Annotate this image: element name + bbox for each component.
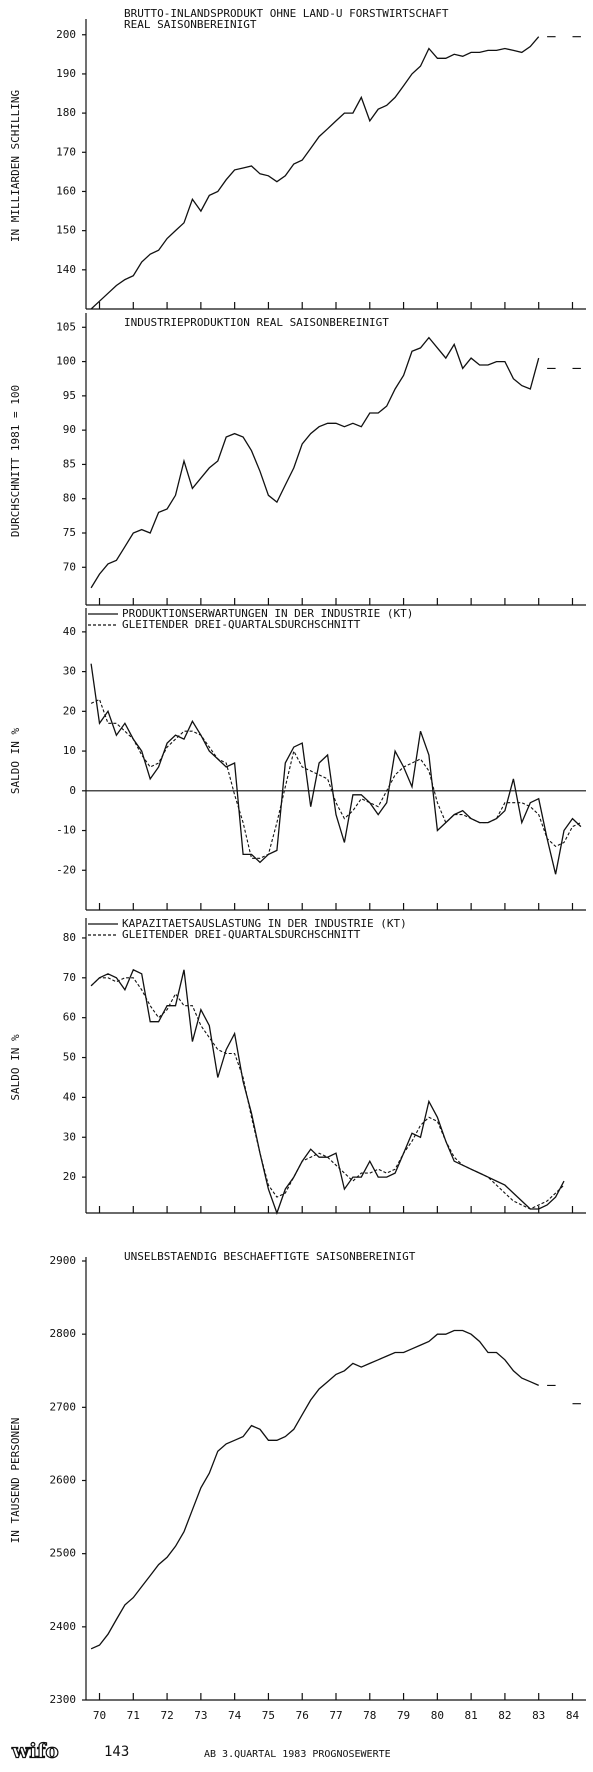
y-tick-label: 140 <box>56 263 76 276</box>
page-number: 143 <box>104 1744 129 1760</box>
y-tick-label: 2500 <box>50 1547 77 1560</box>
y-tick-label: 2300 <box>50 1693 77 1706</box>
x-tick-label: 84 <box>566 1709 580 1722</box>
x-tick-label: 79 <box>397 1709 410 1722</box>
x-tick-label: 78 <box>363 1709 376 1722</box>
y-tick-label: 2900 <box>50 1254 77 1267</box>
y-tick-label: 80 <box>63 931 76 944</box>
y-tick-label: 30 <box>63 1130 76 1143</box>
x-tick-label: 80 <box>431 1709 444 1722</box>
y-tick-label: 40 <box>63 1090 76 1103</box>
series-line <box>90 698 582 859</box>
x-tick-label: 70 <box>93 1709 106 1722</box>
x-tick-label: 77 <box>329 1709 342 1722</box>
y-tick-label: 75 <box>63 526 76 539</box>
series-line <box>90 336 540 589</box>
y-tick-label: -20 <box>56 863 76 876</box>
y-tick-label: 180 <box>56 106 76 119</box>
series-line <box>90 663 582 875</box>
x-tick-label: 81 <box>465 1709 478 1722</box>
y-tick-label: 10 <box>63 744 76 757</box>
x-tick-label: 82 <box>498 1709 511 1722</box>
y-axis-label: IN TAUSEND PERSONEN <box>9 1418 22 1544</box>
y-axis-label: SALDO IN % <box>9 1034 22 1101</box>
y-tick-label: 2400 <box>50 1620 77 1633</box>
chart-title: BRUTTO-INLANDSPRODUKT OHNE LAND-U FORSTW… <box>124 7 449 20</box>
series-line <box>547 1384 581 1405</box>
y-tick-label: 70 <box>63 971 76 984</box>
y-tick-label: 2700 <box>50 1400 77 1413</box>
y-tick-label: 20 <box>63 704 76 717</box>
y-tick-label: 150 <box>56 224 76 237</box>
y-tick-label: 85 <box>63 457 76 470</box>
y-tick-label: 2600 <box>50 1474 77 1487</box>
y-tick-label: 160 <box>56 184 76 197</box>
chart-title: UNSELBSTAENDIG BESCHAEFTIGTE SAISONBEREI… <box>124 1250 416 1263</box>
legend-label: GLEITENDER DREI-QUARTALSDURCHSCHNITT <box>122 928 361 941</box>
y-tick-label: 90 <box>63 423 76 436</box>
y-axis-label: DURCHSCHNITT 1981 = 100 <box>9 385 22 537</box>
y-tick-label: 105 <box>56 320 76 333</box>
x-tick-label: 75 <box>262 1709 275 1722</box>
y-tick-label: 2800 <box>50 1327 77 1340</box>
y-tick-label: 20 <box>63 1170 76 1183</box>
y-tick-label: 95 <box>63 389 76 402</box>
x-tick-label: 74 <box>228 1709 242 1722</box>
y-tick-label: 50 <box>63 1051 76 1064</box>
y-tick-label: 80 <box>63 492 76 505</box>
logo: wifo <box>11 1739 59 1763</box>
y-tick-label: 70 <box>63 560 76 573</box>
y-axis-label: IN MILLIARDEN SCHILLING <box>9 90 22 242</box>
footer-note: AB 3.QUARTAL 1983 PROGNOSEWERTE <box>204 1749 391 1760</box>
series-line <box>90 36 540 310</box>
legend-label: KAPAZITAETSAUSLASTUNG IN DER INDUSTRIE (… <box>122 917 407 930</box>
series-line <box>90 977 565 1210</box>
chart-title: INDUSTRIEPRODUKTION REAL SAISONBEREINIGT <box>124 316 389 329</box>
y-tick-label: 40 <box>63 625 76 638</box>
series-line <box>90 968 565 1215</box>
y-tick-label: 0 <box>69 784 76 797</box>
x-tick-label: 72 <box>160 1709 173 1722</box>
x-tick-label: 71 <box>127 1709 140 1722</box>
legend-label: GLEITENDER DREI-QUARTALSDURCHSCHNITT <box>122 618 361 631</box>
y-axis-label: SALDO IN % <box>9 728 22 795</box>
y-tick-label: 170 <box>56 145 76 158</box>
y-tick-label: 190 <box>56 67 76 80</box>
y-tick-label: 100 <box>56 355 76 368</box>
legend-label: PRODUKTIONSERWARTUNGEN IN DER INDUSTRIE … <box>122 607 413 620</box>
x-tick-label: 83 <box>532 1709 545 1722</box>
x-tick-label: 76 <box>296 1709 309 1722</box>
y-tick-label: 30 <box>63 665 76 678</box>
x-tick-label: 73 <box>194 1709 207 1722</box>
y-tick-label: -10 <box>56 824 76 837</box>
y-tick-label: 200 <box>56 28 76 41</box>
y-tick-label: 60 <box>63 1011 76 1024</box>
series-line <box>90 1329 539 1650</box>
chart-subtitle: REAL SAISONBEREINIGT <box>124 18 257 31</box>
